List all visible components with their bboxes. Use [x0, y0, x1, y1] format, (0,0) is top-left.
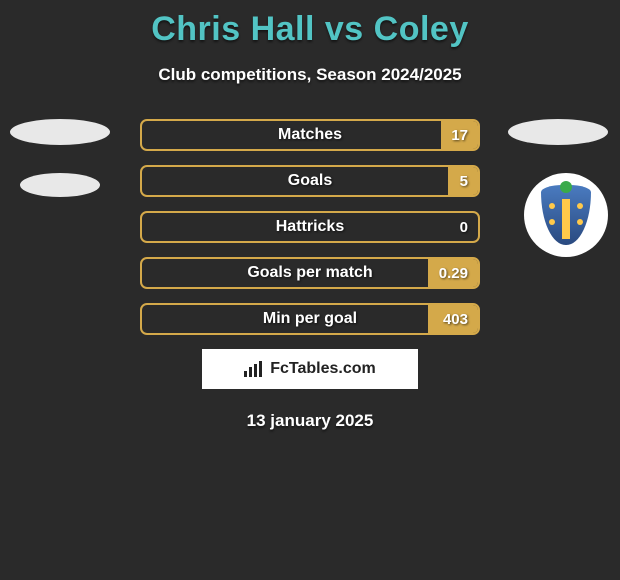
player-placeholder-oval [508, 119, 608, 145]
bar-value: 5 [460, 173, 468, 190]
stat-bar-min-per-goal: Min per goal 403 [140, 303, 480, 335]
bar-label: Min per goal [142, 310, 478, 328]
bar-value: 17 [451, 127, 468, 144]
stat-bar-goals: Goals 5 [140, 165, 480, 197]
club-badge [524, 173, 608, 257]
bar-chart-icon [244, 361, 264, 377]
comparison-content: Matches 17 Goals 5 Hattricks 0 Goals per… [0, 119, 620, 431]
page-title: Chris Hall vs Coley [0, 0, 620, 49]
bar-label: Goals [142, 172, 478, 190]
subtitle: Club competitions, Season 2024/2025 [0, 65, 620, 85]
club-placeholder-oval [20, 173, 100, 197]
crest-icon [541, 185, 591, 245]
bar-value: 403 [443, 311, 468, 328]
right-player-column [508, 119, 608, 173]
stat-bar-matches: Matches 17 [140, 119, 480, 151]
brand-box[interactable]: FcTables.com [202, 349, 418, 389]
snapshot-date: 13 january 2025 [0, 411, 620, 431]
stat-bars: Matches 17 Goals 5 Hattricks 0 Goals per… [140, 119, 480, 335]
stat-bar-hattricks: Hattricks 0 [140, 211, 480, 243]
stat-bar-goals-per-match: Goals per match 0.29 [140, 257, 480, 289]
bar-label: Hattricks [142, 218, 478, 236]
brand-text: FcTables.com [270, 360, 376, 378]
player-placeholder-oval [10, 119, 110, 145]
bar-value: 0 [460, 219, 468, 236]
left-player-column [10, 119, 110, 225]
bar-label: Matches [142, 126, 478, 144]
bar-label: Goals per match [142, 264, 478, 282]
bar-value: 0.29 [439, 265, 468, 282]
